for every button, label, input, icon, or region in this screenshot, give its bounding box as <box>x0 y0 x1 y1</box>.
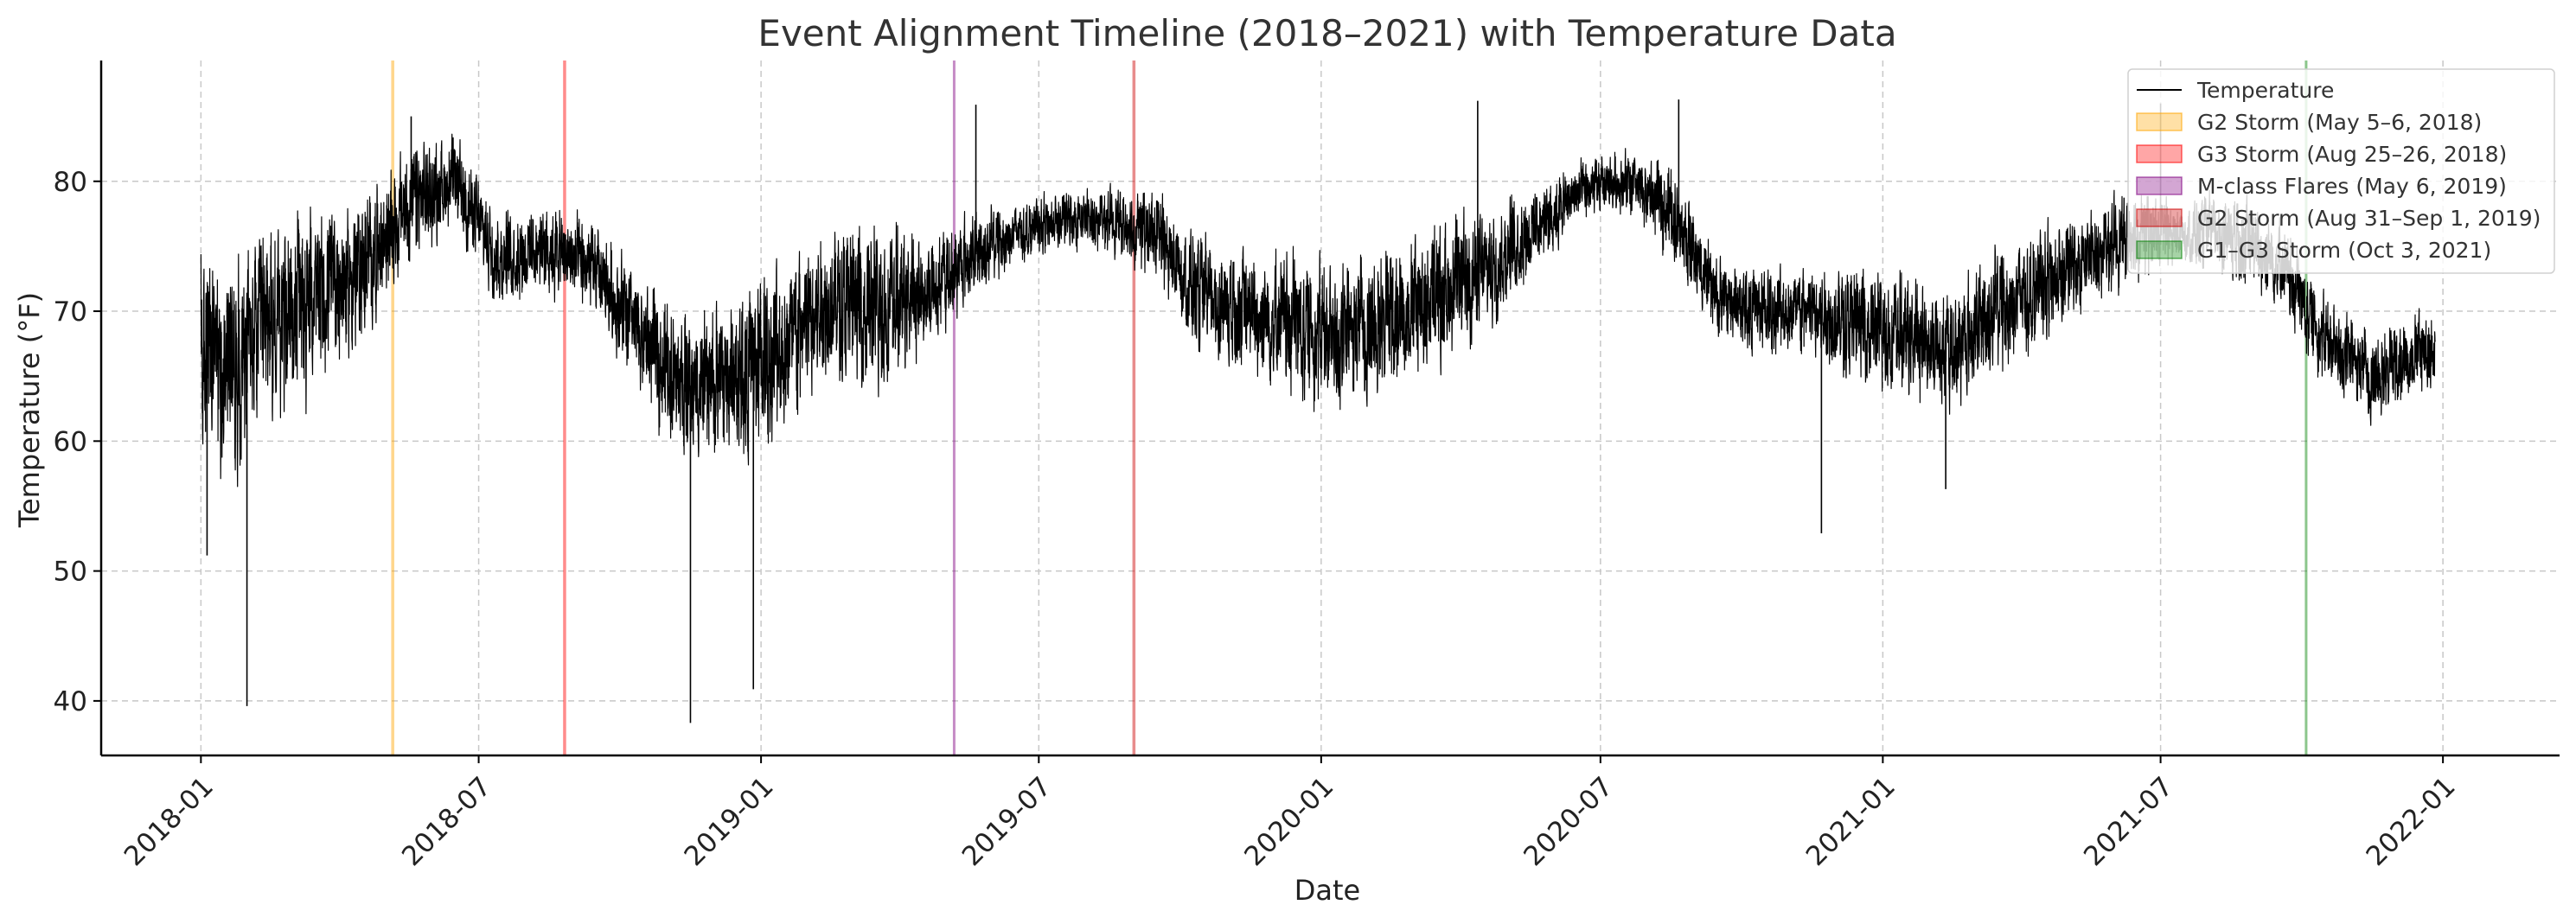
x-tick-label: 2019-01 <box>679 771 780 872</box>
event-markers <box>391 61 2308 755</box>
y-tick-label: 60 <box>54 426 87 457</box>
y-tick-label: 50 <box>54 557 87 588</box>
tick-labels: 2018-01 2018-07 2019-01 2019-07 2020-01 2020-… <box>54 167 2462 872</box>
x-tick-label: 2020-07 <box>1518 771 1619 872</box>
legend-patch-swatch <box>2136 176 2183 195</box>
legend-patch-swatch <box>2136 208 2183 227</box>
legend-label: M-class Flares (May 6, 2019) <box>2197 174 2507 199</box>
x-axis-label: Date <box>1294 874 1360 907</box>
chart-title: Event Alignment Timeline (2018–2021) wit… <box>757 12 1896 54</box>
legend-label: Temperature <box>2196 78 2334 103</box>
legend-patch-swatch <box>2136 240 2183 259</box>
y-tick-label: 80 <box>54 167 87 198</box>
legend-patch-swatch <box>2136 144 2183 163</box>
x-tick-label: 2020-01 <box>1238 771 1339 872</box>
plot-area <box>200 99 2436 723</box>
event-span <box>1132 61 1136 755</box>
event-span <box>952 61 956 755</box>
legend-label: G1–G3 Storm (Oct 3, 2021) <box>2197 238 2491 263</box>
legend: Temperature G2 Storm (May 5–6, 2018) G3 St… <box>2127 68 2555 274</box>
legend-box <box>2127 68 2555 274</box>
x-tick-label: 2018-07 <box>396 771 497 872</box>
x-tick-label: 2018-01 <box>118 771 220 872</box>
temperature-series-line <box>200 133 2436 487</box>
event-span <box>2304 61 2308 755</box>
legend-patch-swatch <box>2136 112 2183 131</box>
x-tick-label: 2022-01 <box>2361 771 2462 872</box>
legend-label: G2 Storm (May 5–6, 2018) <box>2197 110 2482 135</box>
y-axis-label: Temperature (°F) <box>13 292 46 528</box>
event-span <box>563 61 566 755</box>
axes <box>99 61 2560 757</box>
event-span <box>391 61 394 755</box>
x-tick-label: 2021-07 <box>2078 771 2179 872</box>
y-tick-label: 70 <box>54 296 87 328</box>
x-tick-label: 2021-01 <box>1800 771 1902 872</box>
legend-label: G3 Storm (Aug 25–26, 2018) <box>2197 142 2507 167</box>
x-tick-label: 2019-07 <box>956 771 1058 872</box>
y-tick-label: 40 <box>54 686 87 717</box>
legend-label: G2 Storm (Aug 31–Sep 1, 2019) <box>2197 206 2541 231</box>
